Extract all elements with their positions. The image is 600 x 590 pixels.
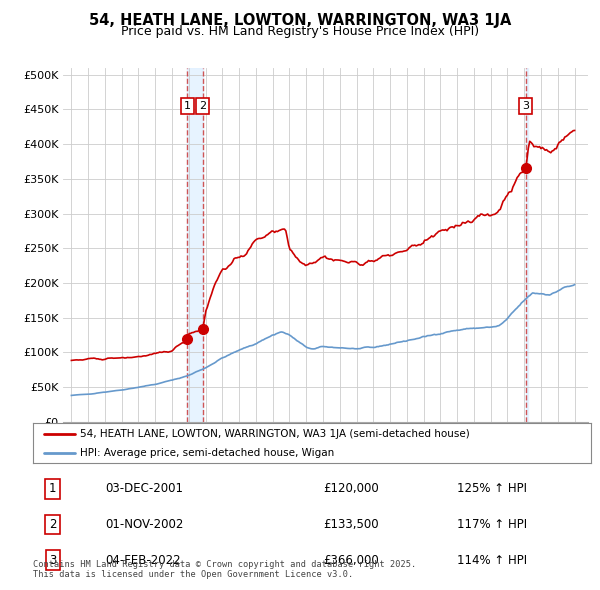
Text: 1: 1	[184, 101, 191, 111]
Text: Price paid vs. HM Land Registry's House Price Index (HPI): Price paid vs. HM Land Registry's House …	[121, 25, 479, 38]
Text: Contains HM Land Registry data © Crown copyright and database right 2025.
This d: Contains HM Land Registry data © Crown c…	[33, 560, 416, 579]
Text: 3: 3	[49, 553, 56, 566]
Text: 54, HEATH LANE, LOWTON, WARRINGTON, WA3 1JA: 54, HEATH LANE, LOWTON, WARRINGTON, WA3 …	[89, 13, 511, 28]
Text: 03-DEC-2001: 03-DEC-2001	[106, 483, 184, 496]
Text: £120,000: £120,000	[323, 483, 379, 496]
Text: £133,500: £133,500	[323, 518, 379, 531]
Text: £366,000: £366,000	[323, 553, 379, 566]
Text: 114% ↑ HPI: 114% ↑ HPI	[457, 553, 527, 566]
Text: HPI: Average price, semi-detached house, Wigan: HPI: Average price, semi-detached house,…	[80, 448, 335, 458]
Text: 04-FEB-2022: 04-FEB-2022	[106, 553, 181, 566]
Text: 2: 2	[199, 101, 206, 111]
Text: 125% ↑ HPI: 125% ↑ HPI	[457, 483, 527, 496]
Text: 2: 2	[49, 518, 56, 531]
Bar	[526, 68, 528, 422]
Text: 1: 1	[49, 483, 56, 496]
Text: 54, HEATH LANE, LOWTON, WARRINGTON, WA3 1JA (semi-detached house): 54, HEATH LANE, LOWTON, WARRINGTON, WA3 …	[80, 430, 470, 440]
Bar	[187, 68, 203, 422]
Text: 01-NOV-2002: 01-NOV-2002	[106, 518, 184, 531]
Text: 117% ↑ HPI: 117% ↑ HPI	[457, 518, 527, 531]
Text: 3: 3	[522, 101, 529, 111]
